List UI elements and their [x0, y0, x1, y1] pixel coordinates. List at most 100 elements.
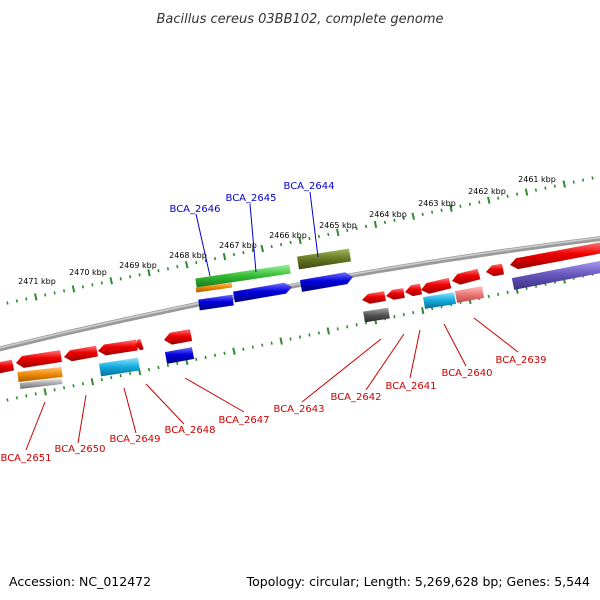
lower-track-tick: [6, 398, 9, 402]
lower-track-tick: [421, 306, 425, 315]
tick-label: 2461 kbp: [518, 175, 556, 184]
upper-track-tick: [6, 301, 9, 305]
lower-track-tick: [129, 371, 132, 376]
leader-line-bca-2651: [25, 401, 46, 451]
lower-track-tick: [412, 311, 415, 315]
upper-track-tick: [402, 216, 405, 220]
upper-track-tick: [449, 204, 453, 212]
upper-track-tick: [298, 236, 302, 245]
gene-feature: [386, 288, 405, 300]
upper-track-tick: [251, 248, 254, 253]
lower-track-tick: [25, 394, 28, 398]
gene-feature: [198, 294, 234, 311]
leader-line-bca-2642: [365, 333, 405, 391]
upper-track-tick: [336, 228, 340, 237]
gene-feature: [136, 338, 144, 351]
lower-track-tick: [298, 335, 302, 339]
tick-label: 2467 kbp: [219, 241, 257, 250]
upper-track-tick: [109, 277, 113, 285]
upper-track-tick: [53, 291, 56, 295]
tick-label: 2470 kbp: [69, 268, 107, 277]
tick-label: 2462 kbp: [468, 187, 506, 196]
lower-track-tick: [176, 361, 179, 366]
gene-label: BCA_2640: [442, 368, 493, 379]
gene-feature-bca-2643: [363, 307, 390, 323]
upper-track-tick: [534, 188, 538, 192]
lower-track-tick: [43, 388, 47, 396]
lower-track-tick: [497, 292, 500, 296]
lower-track-tick: [223, 351, 226, 355]
accession-label: Accession: NC_012472: [9, 574, 151, 589]
upper-track-tick: [582, 178, 585, 182]
upper-track-tick: [81, 285, 85, 289]
upper-tick-track: [6, 176, 594, 305]
gene-label: BCA_2644: [284, 181, 335, 192]
gene-feature: [452, 268, 481, 285]
lower-track-tick: [53, 388, 56, 392]
lower-track-tick: [393, 315, 396, 319]
leader-line-bca-2641: [409, 329, 421, 379]
tick-label: 2469 kbp: [119, 261, 157, 270]
gene-feature-bca-2639: [454, 286, 485, 303]
lower-track-tick: [90, 378, 95, 386]
gene-feature: [421, 277, 452, 294]
gene-feature: [511, 260, 600, 290]
upper-track-tick: [364, 224, 368, 229]
lower-track-tick: [100, 378, 103, 382]
lower-track-tick: [204, 355, 207, 359]
gene-feature-bca-2640: [423, 292, 456, 309]
upper-track-tick: [147, 269, 151, 277]
upper-track-tick: [544, 186, 547, 190]
page-title: Bacillus cereus 03BB102, complete genome: [156, 12, 443, 27]
gene-feature: [64, 345, 98, 362]
upper-track-tick: [562, 180, 566, 188]
lower-track-tick: [251, 345, 254, 349]
leader-line-bca-2640: [443, 323, 467, 367]
lower-tick-track: [6, 272, 594, 402]
upper-track-tick: [468, 202, 471, 206]
tick-labels: 2461 kbp 2462 kbp 2463 kbp 2464 kbp 2465 kbp…: [18, 175, 556, 286]
upper-track-tick: [553, 184, 556, 188]
gene-labels: BCA_2644 BCA_2645 BCA_2646 BCA_2639BCA_2640…: [1, 181, 547, 464]
lower-track-tick: [289, 337, 292, 341]
upper-track-tick: [270, 244, 273, 249]
upper-track-tick: [524, 188, 529, 196]
upper-track-tick: [373, 220, 378, 229]
upper-track-tick: [308, 236, 311, 241]
lower-track-tick: [270, 341, 273, 345]
upper-track-tick: [34, 293, 38, 301]
upper-track-tick: [185, 261, 189, 269]
lower-track-tick: [110, 376, 113, 380]
upper-track-tick: [497, 196, 500, 200]
lower-track-tick: [487, 294, 490, 298]
leader-line-bca-2645: [249, 203, 257, 273]
lower-track-tick: [213, 353, 217, 357]
upper-track-tick: [157, 269, 160, 273]
lower-track-tick: [157, 365, 160, 370]
leader-line-bca-2646: [195, 213, 211, 277]
upper-track-tick: [44, 293, 47, 297]
tick-label: 2471 kbp: [18, 277, 56, 286]
gene-feature: [362, 291, 386, 304]
gene-feature-bca-2645: [233, 282, 292, 303]
upper-track-tick: [119, 277, 122, 281]
upper-track-tick: [176, 265, 179, 269]
gene-feature: [98, 339, 138, 356]
leader-line-bca-2644: [309, 191, 319, 258]
lower-track-tick: [119, 373, 122, 378]
tick-label: 2463 kbp: [418, 199, 456, 208]
upper-track-tick: [515, 192, 519, 196]
gene-feature-bca-2648: [164, 347, 195, 364]
lower-track-tick: [34, 392, 37, 396]
gene-label: BCA_2651: [1, 453, 52, 464]
upper-track-tick: [232, 252, 236, 257]
gene-label: BCA_2647: [219, 415, 270, 426]
lower-track-tick: [336, 327, 339, 331]
lower-track-tick: [346, 325, 349, 329]
gene-feature-bca-2644: [297, 248, 351, 270]
upper-track-tick: [204, 259, 207, 263]
upper-track-tick: [71, 285, 76, 293]
leader-line-bca-2647: [184, 377, 245, 413]
upper-track-tick: [591, 176, 594, 180]
